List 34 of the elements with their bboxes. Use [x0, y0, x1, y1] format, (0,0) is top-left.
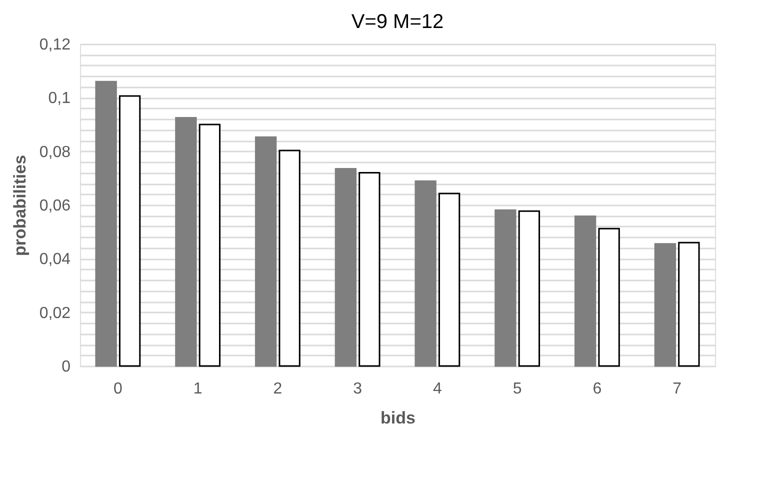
bar	[95, 80, 117, 367]
bar	[678, 242, 700, 367]
bar	[175, 117, 197, 367]
bar	[358, 172, 380, 367]
bar	[334, 168, 357, 367]
bar	[598, 228, 620, 367]
x-tick-label: 4	[432, 380, 442, 398]
bar	[118, 95, 141, 367]
x-tick-label: 1	[193, 380, 202, 398]
bar	[654, 243, 676, 367]
x-tick-label: 7	[672, 380, 682, 398]
bar	[254, 136, 277, 367]
y-tick-label: 0,08	[39, 144, 71, 161]
y-tick-label: 0,12	[39, 36, 71, 54]
bar	[278, 150, 300, 367]
x-tick-label: 3	[353, 380, 362, 398]
x-tick-label: 6	[592, 380, 602, 398]
bar	[414, 180, 436, 367]
bar	[518, 210, 540, 367]
bar	[198, 124, 221, 367]
x-tick-label: 2	[273, 380, 282, 398]
x-axis-title: bids	[380, 408, 416, 428]
y-tick-label: 0,04	[39, 251, 71, 268]
y-tick-label: 0,1	[48, 90, 71, 108]
y-tick-label: 0,02	[39, 304, 71, 322]
y-tick-label: 0,06	[39, 198, 71, 214]
y-axis-title: probabilities	[10, 154, 30, 256]
y-tick-label: 0	[62, 358, 71, 376]
x-tick-label: 5	[512, 380, 522, 398]
chart-title: V=9 M=12	[351, 11, 444, 33]
bar	[494, 209, 516, 367]
bar	[574, 216, 596, 367]
x-tick-label: 0	[113, 380, 122, 398]
bar	[438, 192, 460, 367]
